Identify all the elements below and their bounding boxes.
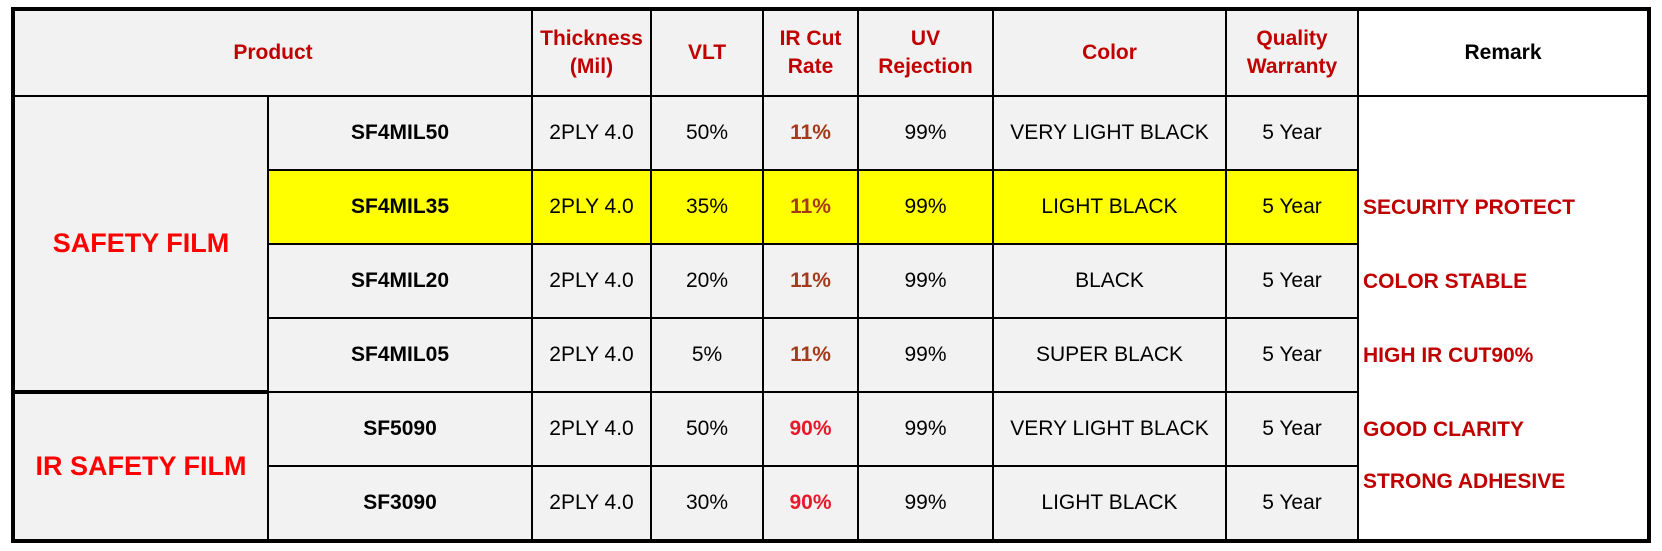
vlt-cell: 20%	[650, 243, 764, 319]
product-cell: SF4MIL50	[267, 95, 533, 171]
uv-cell: 99%	[857, 169, 994, 245]
uv-cell: 99%	[857, 465, 994, 542]
spec-table: Product Thickness (Mil) VLT IR Cut Rate UV Rej…	[11, 7, 1651, 543]
remark-line: STRONG ADHESIVE	[1363, 470, 1566, 493]
header-cell: Remark	[1357, 8, 1650, 97]
header-cell: UV Rejection	[857, 8, 994, 97]
thickness-cell: 2PLY 4.0	[531, 169, 652, 245]
thickness-cell: 2PLY 4.0	[531, 465, 652, 542]
remark-line: COLOR STABLE	[1363, 270, 1528, 293]
table-row: SF4MIL35 2PLY 4.0 35% 11% 99% LIGHT BLACK 5 Ye…	[13, 169, 1649, 245]
header-cell: VLT	[650, 8, 764, 97]
warranty-cell: 5 Year	[1225, 169, 1359, 245]
header-line: IR Cut	[779, 27, 842, 50]
warranty-cell: 5 Year	[1225, 391, 1359, 467]
table-row: SF4MIL05 2PLY 4.0 5% 11% 99% SUPER BLACK 5 Yea…	[13, 317, 1649, 393]
header-line: Rejection	[878, 55, 973, 78]
header-cell: Quality Warranty	[1225, 8, 1359, 97]
ir-cut-cell: 11%	[762, 243, 859, 319]
remark-line: SECURITY PROTECT	[1363, 196, 1575, 219]
thickness-cell: 2PLY 4.0	[531, 243, 652, 319]
thickness-cell: 2PLY 4.0	[531, 95, 652, 171]
group-name: IR SAFETY FILM	[12, 390, 269, 542]
vlt-cell: 30%	[650, 465, 764, 542]
uv-cell: 99%	[857, 391, 994, 467]
header-cell: Thickness (Mil)	[531, 8, 652, 97]
header-line: (Mil)	[569, 55, 614, 78]
product-cell: SF4MIL20	[267, 243, 533, 319]
ir-cut-cell: 90%	[762, 465, 859, 542]
color-cell: SUPER BLACK	[992, 317, 1227, 393]
thickness-cell: 2PLY 4.0	[531, 317, 652, 393]
color-cell: LIGHT BLACK	[992, 169, 1227, 245]
vlt-cell: 50%	[650, 391, 764, 467]
remark-cell: SECURITY PROTECT COLOR STABLE HIGH IR CUT9…	[1357, 95, 1650, 542]
remark-line: HIGH IR CUT90%	[1363, 344, 1534, 367]
table-body: SAFETY FILM SF4MIL50 2PLY 4.0 50% 11% 99% VERY…	[12, 95, 1650, 542]
table-row: SF4MIL20 2PLY 4.0 20% 11% 99% BLACK 5 Year	[13, 243, 1649, 319]
remark-line: GOOD CLARITY	[1363, 418, 1524, 441]
header-cell: IR Cut Rate	[762, 8, 859, 97]
group-name: SAFETY FILM	[12, 95, 269, 393]
header-row: Product Thickness (Mil) VLT IR Cut Rate UV Rej…	[12, 8, 1650, 97]
header-line: VLT	[687, 41, 727, 64]
header-cell: Product	[12, 8, 533, 97]
table-row: IR SAFETY FILM SF5090 2PLY 4.0 50% 90% 99% VER…	[12, 390, 1649, 542]
color-cell: VERY LIGHT BLACK	[992, 95, 1227, 171]
color-cell: LIGHT BLACK	[992, 465, 1227, 542]
header-line: Warranty	[1246, 55, 1338, 78]
header-line: Thickness	[540, 27, 643, 50]
warranty-cell: 5 Year	[1225, 243, 1359, 319]
product-cell: SF3090	[267, 465, 533, 542]
uv-cell: 99%	[857, 95, 994, 171]
header-line: Quality	[1256, 27, 1328, 50]
uv-cell: 99%	[857, 243, 994, 319]
table-row: SAFETY FILM SF4MIL50 2PLY 4.0 50% 11% 99% VERY…	[12, 95, 1650, 542]
uv-cell: 99%	[857, 317, 994, 393]
ir-cut-cell: 11%	[762, 317, 859, 393]
warranty-cell: 5 Year	[1225, 465, 1359, 542]
product-cell: SF4MIL05	[267, 317, 533, 393]
header-line: UV	[910, 27, 941, 50]
thickness-cell: 2PLY 4.0	[531, 391, 652, 467]
header-line: Rate	[787, 55, 834, 78]
table-row: SF3090 2PLY 4.0 30% 90% 99% LIGHT BLACK 5 Year	[13, 465, 1649, 542]
vlt-cell: 35%	[650, 169, 764, 245]
warranty-cell: 5 Year	[1225, 95, 1359, 171]
product-cell: SF5090	[267, 391, 533, 467]
header-cell: Color	[992, 8, 1227, 97]
product-cell: SF4MIL35	[267, 169, 533, 245]
color-cell: BLACK	[992, 243, 1227, 319]
ir-cut-cell: 11%	[762, 169, 859, 245]
ir-cut-cell: 11%	[762, 95, 859, 171]
vlt-cell: 5%	[650, 317, 764, 393]
color-cell: VERY LIGHT BLACK	[992, 391, 1227, 467]
warranty-cell: 5 Year	[1225, 317, 1359, 393]
ir-cut-cell: 90%	[762, 391, 859, 467]
header-line: Color	[1082, 41, 1137, 64]
vlt-cell: 50%	[650, 95, 764, 171]
